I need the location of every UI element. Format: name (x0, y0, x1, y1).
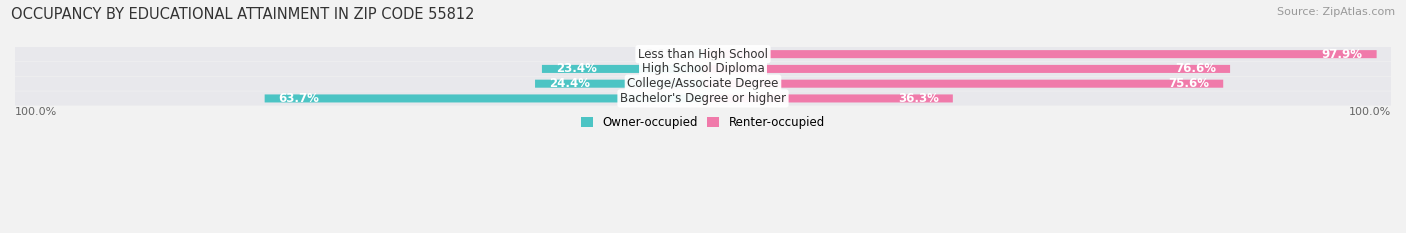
Text: OCCUPANCY BY EDUCATIONAL ATTAINMENT IN ZIP CODE 55812: OCCUPANCY BY EDUCATIONAL ATTAINMENT IN Z… (11, 7, 475, 22)
FancyBboxPatch shape (703, 80, 1223, 88)
Text: 76.6%: 76.6% (1175, 62, 1216, 75)
Text: College/Associate Degree: College/Associate Degree (627, 77, 779, 90)
FancyBboxPatch shape (15, 62, 1391, 76)
FancyBboxPatch shape (15, 91, 1391, 106)
Text: 75.6%: 75.6% (1168, 77, 1209, 90)
FancyBboxPatch shape (703, 50, 1376, 58)
Text: 2.1%: 2.1% (645, 48, 678, 61)
FancyBboxPatch shape (536, 80, 703, 88)
FancyBboxPatch shape (703, 94, 953, 103)
Text: 24.4%: 24.4% (548, 77, 591, 90)
Text: 100.0%: 100.0% (15, 107, 58, 117)
FancyBboxPatch shape (703, 65, 1230, 73)
Text: 23.4%: 23.4% (555, 62, 596, 75)
Text: Source: ZipAtlas.com: Source: ZipAtlas.com (1277, 7, 1395, 17)
FancyBboxPatch shape (264, 94, 703, 103)
Text: Less than High School: Less than High School (638, 48, 768, 61)
FancyBboxPatch shape (15, 47, 1391, 61)
Text: High School Diploma: High School Diploma (641, 62, 765, 75)
FancyBboxPatch shape (541, 65, 703, 73)
Text: 36.3%: 36.3% (898, 92, 939, 105)
Text: 63.7%: 63.7% (278, 92, 319, 105)
Text: Bachelor's Degree or higher: Bachelor's Degree or higher (620, 92, 786, 105)
FancyBboxPatch shape (15, 77, 1391, 91)
Text: 100.0%: 100.0% (1348, 107, 1391, 117)
FancyBboxPatch shape (689, 50, 703, 58)
Text: 97.9%: 97.9% (1322, 48, 1362, 61)
Legend: Owner-occupied, Renter-occupied: Owner-occupied, Renter-occupied (576, 111, 830, 134)
